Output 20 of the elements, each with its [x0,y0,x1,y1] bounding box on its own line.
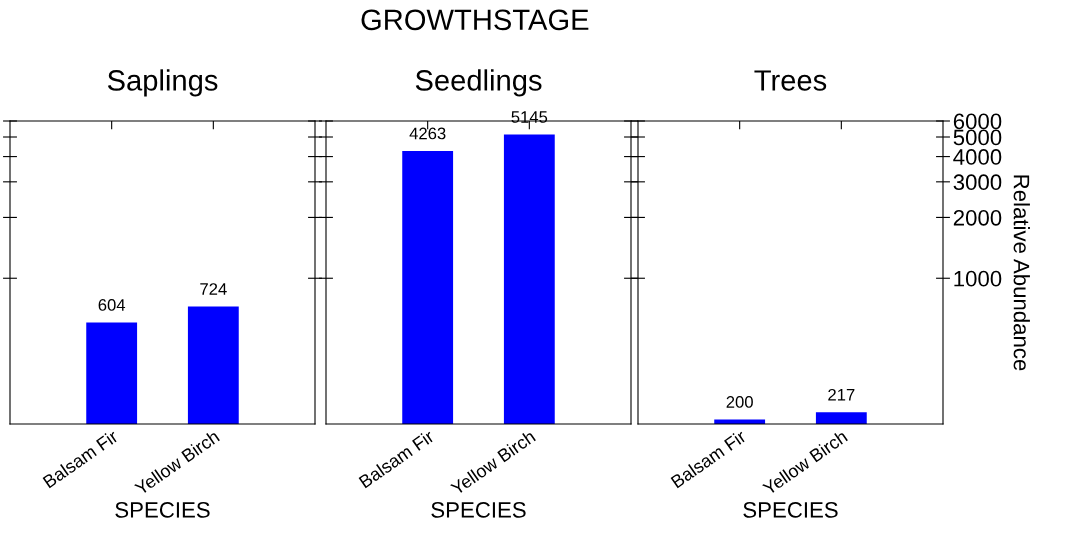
x-axis-title: SPECIES [431,502,526,518]
text: GROWTHSTAGE [361,9,589,31]
data-label: 200 [726,396,753,408]
y-tick-label: 6000 [953,113,1002,130]
y-tick-label: 2000 [953,209,1002,226]
y-tick-label: 3000 [953,174,1002,191]
chart-title: Seedlings [415,69,542,97]
data-label: 217 [828,388,855,401]
x-axis-title: SPECIES [743,502,838,518]
chart-title: Trees [754,70,827,91]
y-tick-label: 4000 [953,149,1002,165]
data-label: 5145 [511,111,548,123]
y-tick-label: 1000 [954,270,1002,287]
y-tick-label: 5000 [953,129,1002,146]
data-label: 4263 [409,127,446,140]
data-label: 724 [200,283,227,295]
chart-title: Saplings [107,69,218,97]
data-label: 604 [98,299,126,311]
y-axis-title: Relative Abundance [1013,175,1030,371]
x-axis-title: SPECIES [115,502,210,518]
